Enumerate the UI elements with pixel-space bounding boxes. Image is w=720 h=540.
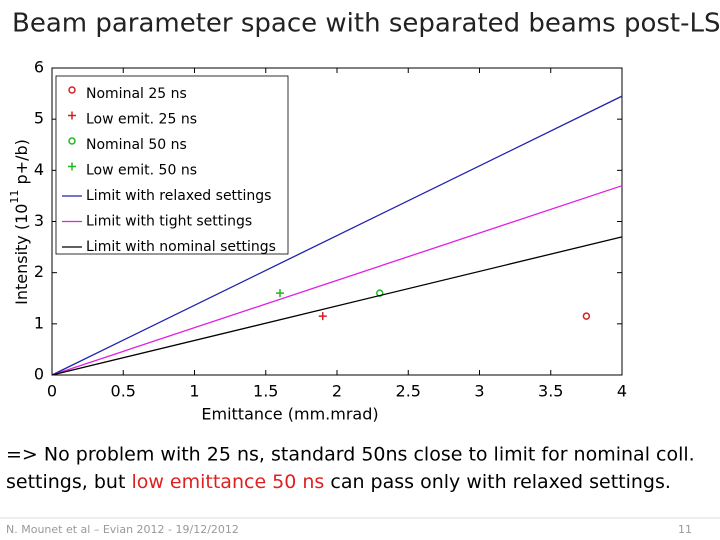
y-tick-label: 6 [34, 58, 44, 77]
y-tick-label: 2 [34, 262, 44, 281]
legend-label: Limit with relaxed settings [86, 188, 271, 204]
data-point [276, 289, 284, 298]
y-tick-label: 1 [34, 313, 44, 332]
y-tick-label: 0 [34, 365, 44, 384]
y-axis-label: Intensity (10 [12, 204, 31, 305]
x-tick-label: 4 [617, 382, 627, 401]
limit-line [51, 236, 623, 376]
x-tick-label: 0 [47, 382, 57, 401]
legend-label: Low emit. 50 ns [86, 163, 197, 179]
body-text: can pass only with relaxed settings. [324, 471, 671, 493]
page-number: 11 [678, 523, 692, 536]
footer: N. Mounet et al – Evian 2012 - 19/12/201… [6, 523, 239, 536]
limit-line [51, 95, 623, 376]
x-tick-label: 0.5 [111, 382, 136, 401]
y-axis-label: Intensity (1011 p+/b) [8, 139, 31, 305]
body-text: settings, but [6, 471, 131, 493]
slide-title: Beam parameter space with separated beam… [12, 9, 720, 39]
legend-label: Limit with tight settings [86, 214, 252, 230]
x-tick-label: 3 [474, 382, 484, 401]
legend-label: Nominal 50 ns [86, 137, 187, 153]
x-tick-label: 2 [332, 382, 342, 401]
y-axis-label: p+/b) [12, 139, 31, 189]
highlight-text: low emittance 50 ns [131, 471, 324, 493]
legend-marker [68, 86, 76, 94]
y-tick-label: 3 [34, 211, 44, 230]
y-tick-label: 5 [34, 109, 44, 128]
y-axis-label-exponent: 11 [8, 190, 21, 204]
legend-label: Nominal 25 ns [86, 86, 187, 102]
x-tick-label: 2.5 [396, 382, 421, 401]
legend-label: Limit with nominal settings [86, 239, 276, 255]
body-text: => No problem with 25 ns, standard 50ns … [6, 444, 695, 466]
x-tick-label: 3.5 [538, 382, 563, 401]
legend-box [55, 75, 289, 255]
legend-marker [68, 137, 76, 145]
limit-line [51, 185, 623, 376]
body-text: settings, but low emittance 50 ns can pa… [6, 471, 671, 493]
data-point [318, 312, 327, 321]
data-point [582, 312, 591, 320]
y-tick-label: 4 [34, 160, 44, 179]
legend-label: Low emit. 25 ns [86, 112, 197, 128]
x-axis-label: Emittance (mm.mrad) [201, 405, 378, 424]
legend-marker [68, 162, 76, 171]
x-tick-label: 1 [189, 382, 199, 401]
x-tick-label: 1.5 [253, 382, 278, 401]
legend-marker [68, 111, 76, 120]
